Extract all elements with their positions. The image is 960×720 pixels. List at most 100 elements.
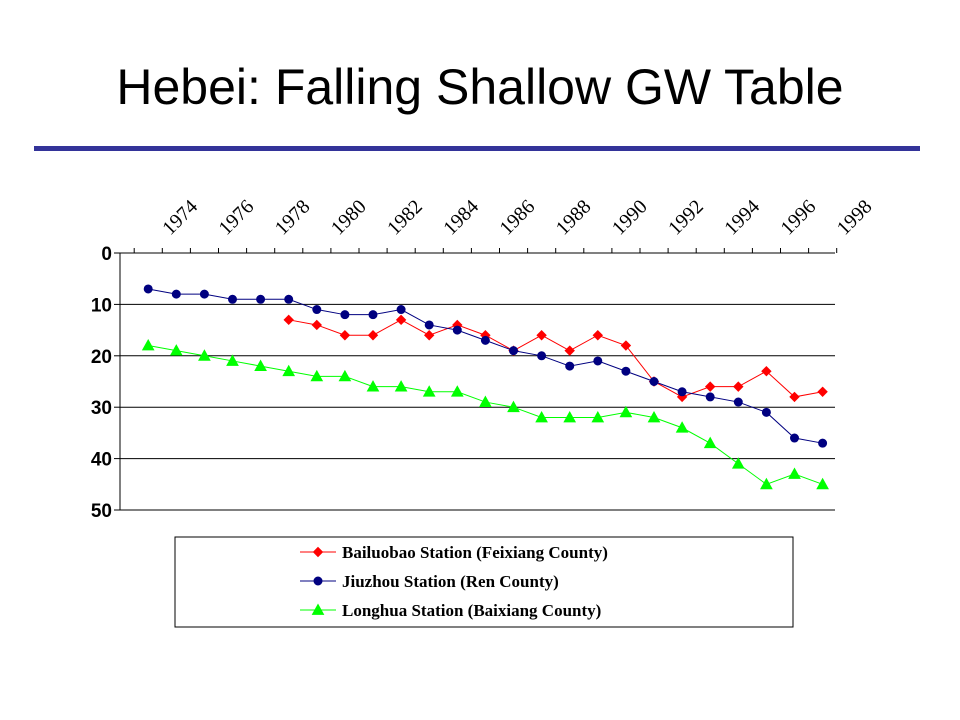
- series-2-point-1986: [507, 400, 520, 413]
- series-2-point-1993: [703, 436, 717, 449]
- series-2-point-1974: [169, 344, 183, 356]
- series-2-point-1981: [366, 380, 380, 392]
- series-0-point-1978: [283, 314, 294, 326]
- series-1-point-1977: [256, 294, 266, 304]
- legend-box: [174, 536, 794, 628]
- series-2-point-1978: [282, 364, 296, 377]
- x-tick-label-1980: 1980: [327, 196, 371, 240]
- x-tick-label-1990: 1990: [608, 196, 652, 240]
- x-tick-label-1992: 1992: [664, 196, 708, 240]
- legend-label-0: Bailuobao Station (Feixiang County): [342, 543, 608, 562]
- y-tick-label-30: 30: [91, 398, 112, 419]
- x-tick-label-1984: 1984: [439, 196, 483, 240]
- series-line-2: [148, 345, 823, 485]
- series-2-point-1985: [479, 395, 492, 407]
- series-1-point-1982: [396, 305, 406, 315]
- x-tick-label-1994: 1994: [720, 196, 764, 240]
- series-2-point-1984: [450, 385, 464, 397]
- series-2-point-1975: [198, 349, 211, 361]
- series-1-point-1991: [649, 377, 659, 386]
- series-1-point-1992: [677, 387, 687, 397]
- axes: [114, 248, 838, 511]
- y-tick-label-40: 40: [91, 450, 112, 471]
- series-1-point-1990: [621, 366, 631, 376]
- series-1-point-1987: [537, 351, 547, 361]
- series-0-point-1997: [817, 386, 828, 397]
- series-2-point-1982: [394, 380, 408, 392]
- series-2-point-1983: [422, 385, 436, 397]
- series-0-point-1995: [761, 366, 772, 377]
- x-tick-label-1974: 1974: [158, 196, 202, 240]
- legend-label-1: Jiuzhou Station (Ren County): [342, 572, 559, 591]
- series-1-point-1980: [340, 310, 350, 320]
- title-divider: [34, 146, 920, 151]
- slide-title: Hebei: Falling Shallow GW Table: [116, 59, 844, 115]
- series-2-point-1991: [647, 410, 661, 423]
- x-tick-label-1976: 1976: [214, 196, 258, 240]
- series-lines: [141, 284, 829, 490]
- series-0-point-1993: [704, 381, 716, 392]
- series-2-point-1977: [254, 359, 267, 371]
- series-1-point-1976: [228, 294, 237, 304]
- series-1-point-1993: [705, 392, 715, 402]
- x-tick-label-1982: 1982: [383, 196, 427, 240]
- y-tick-labels: 0 10 20 30 40 50: [91, 244, 112, 522]
- series-line-1: [148, 288, 823, 444]
- series-0-point-1981: [367, 330, 379, 341]
- series-1-point-1983: [424, 320, 434, 330]
- series-0-point-1989: [592, 330, 604, 341]
- x-tick-label-1978: 1978: [271, 196, 315, 240]
- series-0-point-1990: [620, 340, 632, 351]
- series-2-point-1980: [338, 369, 352, 382]
- series-1-point-1979: [312, 305, 322, 315]
- series-1-point-1975: [199, 289, 209, 299]
- series-0-point-1994: [733, 381, 744, 392]
- series-1-point-1981: [368, 310, 378, 320]
- x-tick-label-1988: 1988: [552, 196, 596, 240]
- series-1-point-1988: [565, 361, 575, 371]
- y-tick-label-10: 10: [91, 295, 112, 316]
- series-1-point-1994: [733, 397, 743, 407]
- y-tick-label-0: 0: [101, 244, 112, 265]
- series-0-point-1987: [536, 330, 547, 341]
- x-tick-label-1998: 1998: [833, 196, 877, 240]
- series-0-point-1988: [564, 345, 575, 356]
- series-2-point-1973: [141, 338, 155, 351]
- series-2-point-1996: [788, 467, 801, 479]
- series-0-point-1982: [395, 314, 407, 326]
- x-tick-label-1986: 1986: [495, 196, 539, 240]
- series-0-point-1983: [423, 330, 435, 341]
- series-1-point-1989: [593, 356, 603, 366]
- series-1-point-1978: [284, 294, 294, 304]
- legend: Bailuobao Station (Feixiang County) Jiuzh…: [174, 536, 794, 628]
- series-1-point-1985: [480, 335, 490, 345]
- grid-lines: [120, 252, 835, 511]
- series-2-point-1979: [310, 369, 324, 382]
- series-2-point-1995: [760, 477, 773, 490]
- legend-marker-2: [311, 603, 325, 615]
- series-2-point-1994: [731, 457, 745, 469]
- series-2-point-1988: [563, 410, 577, 423]
- legend-marker-0: [312, 546, 324, 558]
- series-2-point-1997: [816, 477, 829, 490]
- series-2-point-1990: [619, 405, 633, 418]
- series-0-point-1980: [339, 330, 351, 341]
- series-2-point-1989: [591, 410, 605, 423]
- series-1-point-1997: [818, 438, 828, 448]
- y-tick-label-50: 50: [91, 501, 112, 522]
- series-1-point-1986: [509, 346, 518, 356]
- legend-marker-1: [313, 576, 323, 586]
- y-tick-label-20: 20: [91, 347, 112, 368]
- series-1-point-1984: [452, 325, 462, 335]
- series-1-point-1974: [171, 289, 181, 299]
- series-1-point-1996: [790, 433, 799, 443]
- x-tick-label-1996: 1996: [776, 196, 820, 240]
- legend-label-2: Longhua Station (Baixiang County): [342, 601, 601, 620]
- series-2-point-1976: [226, 354, 239, 366]
- series-1-point-1973: [143, 284, 153, 294]
- series-2-point-1987: [535, 410, 548, 423]
- series-1-point-1995: [761, 407, 771, 417]
- series-0-point-1996: [789, 391, 800, 403]
- series-0-point-1979: [311, 319, 323, 331]
